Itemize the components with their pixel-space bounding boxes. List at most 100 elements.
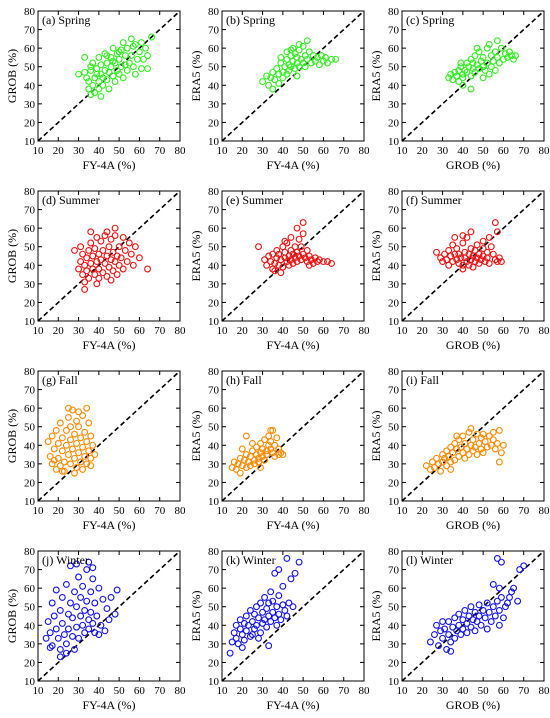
panel-11-data-point (261, 593, 269, 601)
panel-2-data-point (293, 72, 301, 80)
panel-3-y-tick-label: 40 (388, 80, 400, 92)
panel-2-data-point (299, 42, 307, 50)
panel-7-y-axis-title: GROB (%) (5, 409, 19, 463)
panel-6-plot-frame (401, 190, 545, 322)
panel-8-data-point (257, 464, 264, 472)
panel-11-data-point (285, 599, 293, 607)
panel-2-y-tick-label: 60 (208, 43, 220, 55)
panel-11-x-tick-label: 60 (318, 685, 330, 697)
panel-2-data-point (324, 59, 331, 67)
panel-8-y-tick-label: 70 (208, 385, 220, 397)
panel-12-data-point (508, 588, 515, 596)
panel-7-data-point (50, 456, 58, 464)
panel-1-data-point (99, 74, 107, 82)
panel-11-x-tick-label: 70 (338, 685, 350, 697)
panel-5-x-tick-label: 40 (277, 325, 289, 337)
panel-7-x-tick-label: 60 (134, 505, 146, 517)
panel-6-data-point (459, 239, 467, 247)
panel-2-data-point (295, 40, 303, 48)
panel-11-y-tick-label: 80 (208, 546, 220, 558)
panel-6-data-point (455, 250, 463, 258)
panel-11-y-tick-label: 60 (208, 583, 220, 595)
panel-3-y-tick-label: 30 (388, 99, 400, 111)
panel-10-data-point (105, 616, 113, 624)
panel-1-x-tick-label: 50 (114, 145, 126, 157)
panel-8-data-point (263, 451, 271, 459)
panel-4-data-point (91, 271, 99, 279)
panel-3-one-to-one-line (401, 10, 545, 142)
panel-11-data-point (255, 614, 262, 622)
panel-1-data-point (85, 78, 93, 86)
panel-6-x-tick-label: 10 (397, 325, 409, 337)
panel-7-data-point (64, 451, 72, 459)
panel-12-x-axis-title: GROB (%) (446, 698, 500, 712)
panel-7-x-tick-label: 50 (114, 505, 126, 517)
panel-5-data-point (293, 224, 301, 232)
panel-3-x-tick-label: 40 (457, 145, 469, 157)
panel-3-data-point (512, 52, 520, 60)
panel-7-data-point (64, 413, 72, 421)
panel-3-data-point (491, 48, 499, 56)
panel-2-data-point (332, 55, 340, 63)
panel-3-data-point (493, 37, 501, 45)
panel-2-data-point (275, 70, 283, 78)
panel-12-data-point (455, 610, 463, 618)
panel-1-data-point (144, 65, 151, 73)
panel-8-x-tick-label: 60 (318, 505, 330, 517)
panel-5-data-point (319, 258, 327, 266)
panel-6-data-point (471, 258, 479, 266)
panel-10-data-point (50, 612, 58, 620)
panel-8-data-point (277, 449, 285, 457)
panel-6-panel-label: (f) Summer (406, 193, 462, 207)
panel-10-data-point (85, 625, 93, 633)
panel-4-data-point (113, 271, 121, 279)
panel-6-data-point (485, 233, 493, 241)
panel-9-data-point (455, 436, 463, 444)
panel-11-y-tick-label: 20 (208, 657, 220, 669)
panel-4-x-tick-label: 20 (53, 325, 65, 337)
panel-7-y-tick-label: 10 (24, 496, 36, 508)
panel-8-data-point (253, 443, 260, 451)
panel-12-y-tick-label: 70 (388, 565, 400, 577)
panel-4-data-point (93, 258, 101, 266)
panel-3-data-point (459, 74, 467, 82)
panel-6-data-point (463, 258, 471, 266)
panel-9-data-point (451, 456, 459, 464)
panel-9-data-point (459, 432, 467, 440)
panel-9-data-point (453, 445, 461, 453)
panel-11-data-point (242, 627, 250, 635)
panel-1-data-point (121, 52, 129, 60)
panel-3-x-tick-label: 60 (498, 145, 510, 157)
panel-7-data-point (81, 428, 89, 436)
panel-4-data-point (97, 237, 105, 245)
panel-10-data-point (52, 586, 60, 594)
panel-12-data-point (431, 631, 438, 639)
panel-12-data-point (471, 608, 479, 616)
panel-12-x-tick-label: 30 (437, 685, 449, 697)
panel-10-data-point (71, 588, 78, 596)
panel-7-data-point (83, 404, 91, 412)
panel-12-data-point (447, 647, 455, 655)
panel-7-data-point (67, 423, 74, 431)
panel-2-data-point (303, 37, 311, 45)
panel-11-data-point (281, 606, 289, 614)
panel-2-data-point (299, 59, 307, 67)
panel-8-x-tick-label: 50 (298, 505, 310, 517)
panel-12-x-tick-label: 10 (397, 685, 409, 697)
panel-11-data-point (232, 621, 240, 629)
panel-1-data-point (121, 61, 129, 69)
panel-5-data-point (299, 219, 307, 227)
panel-3-data-point (455, 78, 463, 86)
panel-4-panel-label: (d) Summer (42, 193, 100, 207)
panel-5-data-point (287, 246, 295, 254)
panel-1-data-point (99, 81, 107, 89)
panel-12-data-point (493, 554, 501, 562)
panel-2-data-point (301, 63, 309, 71)
panel-4-data-point (119, 233, 127, 241)
panel-12-data-point (465, 612, 473, 620)
panel-9-plot-frame (401, 370, 545, 502)
panel-4-data-point (77, 258, 85, 266)
panel-2-x-tick-label: 50 (298, 145, 310, 157)
panel-10-data-point (64, 625, 72, 633)
panel-11-data-point (238, 644, 246, 652)
